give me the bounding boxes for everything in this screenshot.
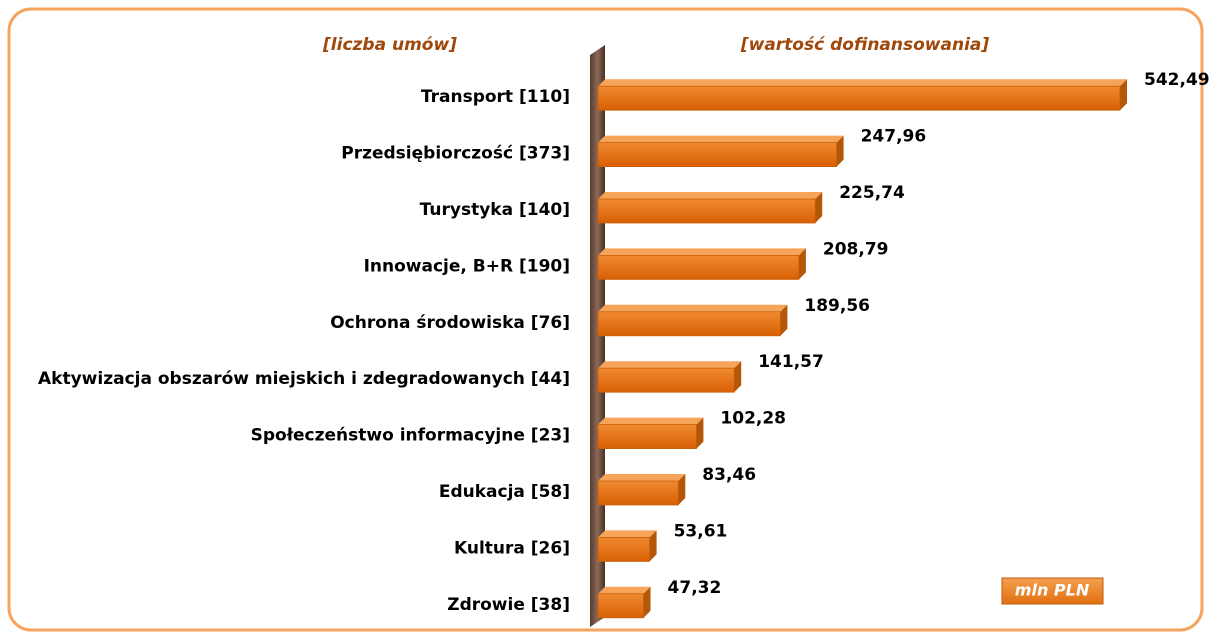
bar-top	[598, 530, 657, 538]
value-label: 102,28	[720, 409, 786, 429]
bar-side	[678, 474, 686, 505]
bar-side	[734, 361, 742, 393]
bar	[597, 142, 837, 168]
category-label: Przedsiębiorczość [373]	[341, 144, 570, 164]
value-label: 47,32	[668, 578, 722, 598]
unit-box	[1001, 577, 1104, 605]
right-header: [wartość dofinansowania]	[740, 35, 990, 55]
bar	[597, 367, 735, 393]
bar-side	[1120, 79, 1127, 111]
bar-top	[598, 586, 651, 594]
bar-top	[598, 474, 686, 481]
bar-side	[649, 530, 657, 562]
bar	[597, 254, 800, 280]
value-label: 83,46	[702, 465, 756, 485]
bar-top	[598, 135, 844, 143]
bar	[597, 311, 781, 337]
bar-top	[598, 417, 704, 425]
category-label: Społeczeństwo informacyjne [23]	[251, 426, 570, 446]
category-label: Zdrowie [38]	[447, 595, 570, 615]
bar-side	[696, 417, 704, 449]
bar	[597, 198, 816, 224]
bar-top	[598, 79, 1127, 87]
left-header: [liczba umów]	[322, 35, 457, 55]
value-label: 141,57	[758, 352, 824, 372]
bar	[597, 593, 644, 619]
bar-side	[780, 304, 788, 336]
bar-top	[598, 192, 823, 199]
bar-top	[598, 248, 806, 256]
bar-top	[598, 361, 742, 369]
bar-side	[836, 135, 844, 167]
category-label: Edukacja [58]	[439, 482, 570, 502]
value-label: 542,49	[1144, 70, 1210, 90]
category-label: Aktywizacja obszarów miejskich i zdegrad…	[38, 369, 570, 389]
bar	[597, 424, 697, 450]
value-label: 247,96	[861, 127, 927, 147]
category-label: Innowacje, B+R [190]	[364, 256, 570, 276]
value-label: 189,56	[804, 296, 870, 316]
bar-side	[643, 586, 651, 618]
value-label: 53,61	[674, 521, 728, 541]
bar-side	[798, 248, 806, 280]
category-label: Transport [110]	[421, 87, 570, 107]
category-label: Ochrona środowiska [76]	[330, 313, 570, 333]
bar-top	[598, 304, 788, 312]
category-label: Kultura [26]	[454, 538, 570, 558]
bar	[597, 85, 1121, 111]
bar	[597, 537, 650, 562]
unit-label: mln PLN	[1015, 581, 1090, 600]
value-label: 208,79	[823, 239, 889, 259]
bar	[597, 480, 679, 506]
bar-side	[815, 192, 823, 223]
value-label: 225,74	[839, 183, 905, 203]
category-label: Turystyka [140]	[420, 200, 570, 220]
